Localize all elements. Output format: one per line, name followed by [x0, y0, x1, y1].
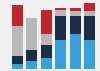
Bar	[12, 26, 23, 56]
Bar	[41, 58, 52, 69]
Bar	[84, 16, 95, 40]
Bar	[26, 61, 37, 69]
Bar	[55, 10, 66, 16]
Bar	[70, 34, 81, 69]
Bar	[70, 8, 81, 11]
Bar	[55, 40, 66, 69]
Bar	[41, 34, 52, 45]
Bar	[41, 45, 52, 58]
Bar	[84, 40, 95, 69]
Bar	[55, 8, 66, 10]
Bar	[84, 11, 95, 16]
Bar	[41, 10, 52, 34]
Bar	[12, 64, 23, 69]
Bar	[12, 56, 23, 64]
Bar	[84, 3, 95, 11]
Bar	[70, 11, 81, 16]
Bar	[26, 50, 37, 61]
Bar	[26, 18, 37, 50]
Bar	[12, 5, 23, 26]
Bar	[70, 16, 81, 34]
Bar	[55, 16, 66, 40]
